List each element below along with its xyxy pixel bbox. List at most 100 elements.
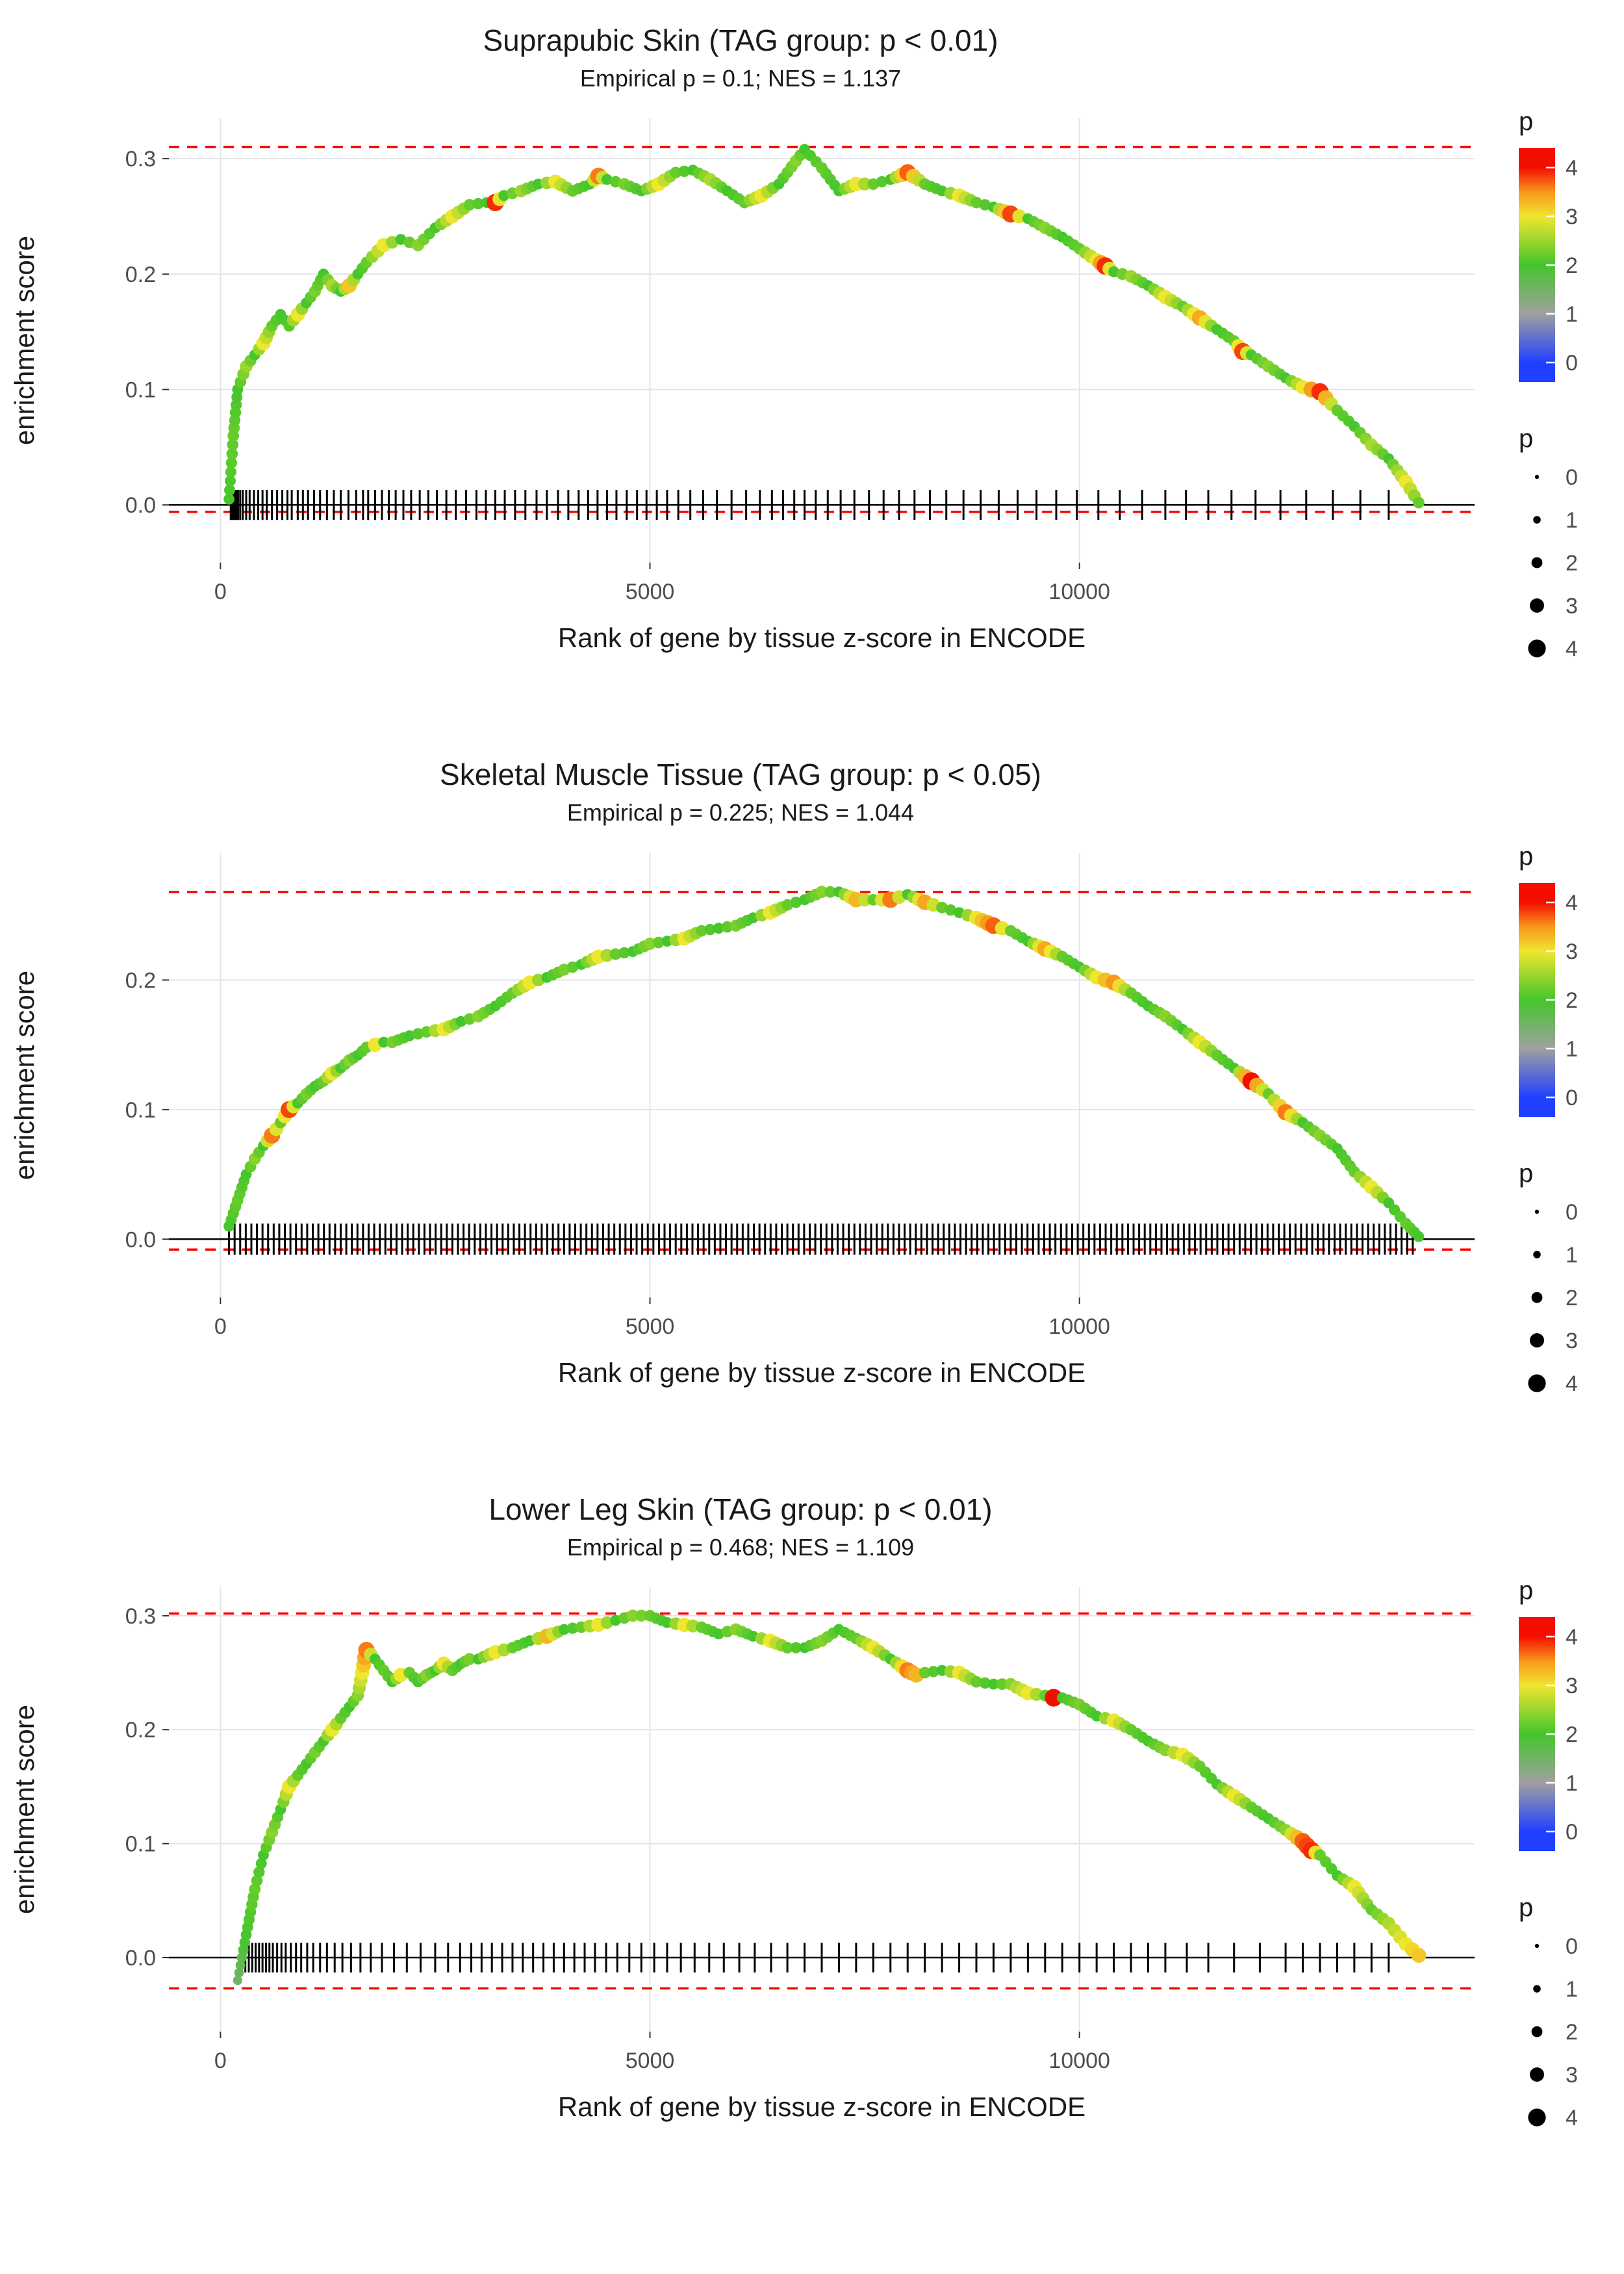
- size-legend-title: p: [1519, 424, 1533, 453]
- size-legend: p 0 1 2 3 4: [1519, 424, 1578, 661]
- enrichment-plot-lower-leg-skin: 0.0 0.1 0.2 0.3 0 5000 10000 Rank of gene by ti…: [0, 1564, 1624, 2181]
- svg-text:4: 4: [1566, 637, 1578, 661]
- color-legend: p 4 3 2 1 0: [1519, 107, 1578, 383]
- svg-text:0.1: 0.1: [125, 1832, 156, 1857]
- svg-text:4: 4: [1566, 1625, 1578, 1650]
- chart-canvas: 0.0 0.1 0.2 0 5000 10000 Rank of gene by tissu…: [9, 842, 1578, 1396]
- color-legend-title: p: [1519, 107, 1533, 136]
- svg-text:3: 3: [1566, 594, 1578, 619]
- chart-canvas: 0.0 0.1 0.2 0.3 0 5000 10000 Rank of gene by ti…: [9, 1576, 1578, 2130]
- svg-text:0: 0: [214, 580, 227, 604]
- gene-rug-ticks: [229, 490, 1390, 520]
- svg-text:0: 0: [1566, 1820, 1578, 1845]
- axes: 0.0 0.1 0.2 0.3 0 5000 10000 Rank of gene by ti…: [9, 1604, 1110, 2122]
- gene-rug-ticks: [240, 1943, 1390, 1973]
- svg-text:4: 4: [1566, 891, 1578, 915]
- gridlines: [169, 118, 1475, 563]
- svg-text:5000: 5000: [626, 580, 675, 604]
- color-legend-title: p: [1519, 842, 1533, 871]
- svg-text:10000: 10000: [1048, 2049, 1110, 2073]
- svg-text:0.2: 0.2: [125, 262, 156, 287]
- svg-text:0.3: 0.3: [125, 1604, 156, 1629]
- x-axis-title: Rank of gene by tissue z-score in ENCODE: [558, 622, 1085, 653]
- svg-text:2: 2: [1566, 253, 1578, 278]
- color-legend-title: p: [1519, 1576, 1533, 1605]
- svg-text:1: 1: [1566, 1771, 1578, 1796]
- chart-canvas: 0.0 0.1 0.2 0.3 0 5000 10000 Rank of gene by ti…: [9, 107, 1578, 661]
- svg-text:0: 0: [1566, 465, 1578, 490]
- chart-section-lower-leg-skin: Lower Leg Skin (TAG group: p < 0.01) Emp…: [0, 1492, 1624, 2181]
- svg-text:4: 4: [1566, 1372, 1578, 1396]
- svg-text:0.0: 0.0: [125, 494, 156, 518]
- x-axis-title: Rank of gene by tissue z-score in ENCODE: [558, 2091, 1085, 2122]
- svg-text:0: 0: [214, 2049, 227, 2073]
- svg-text:1: 1: [1566, 1243, 1578, 1268]
- y-axis-title: enrichment score: [9, 1705, 40, 1914]
- size-legend: p 0 1 2 3 4: [1519, 1159, 1578, 1396]
- svg-text:0: 0: [1566, 1934, 1578, 1959]
- color-legend: p 4 3 2 1 0: [1519, 842, 1578, 1117]
- enrichment-points: [233, 1609, 1427, 1986]
- svg-text:10000: 10000: [1048, 1314, 1110, 1339]
- svg-text:2: 2: [1566, 1722, 1578, 1747]
- svg-text:4: 4: [1566, 2106, 1578, 2130]
- y-axis-title: enrichment score: [9, 971, 40, 1180]
- svg-text:2: 2: [1566, 988, 1578, 1013]
- svg-text:0.0: 0.0: [125, 1227, 156, 1252]
- chart-title: Suprapubic Skin (TAG group: p < 0.01): [483, 23, 998, 57]
- svg-text:2: 2: [1566, 2020, 1578, 2045]
- enrichment-curve: [228, 148, 1420, 504]
- chart-subtitle: Empirical p = 0.225; NES = 1.044: [566, 799, 915, 826]
- svg-text:0.1: 0.1: [125, 1098, 156, 1123]
- chart-section-suprapubic-skin: Suprapubic Skin (TAG group: p < 0.01) Em…: [0, 23, 1624, 712]
- axes: 0.0 0.1 0.2 0.3 0 5000 10000 Rank of gene by ti…: [9, 147, 1110, 654]
- chart-title: Lower Leg Skin (TAG group: p < 0.01): [488, 1492, 993, 1526]
- enrichment-plot-suprapubic-skin: 0.0 0.1 0.2 0.3 0 5000 10000 Rank of gene by ti…: [0, 95, 1624, 712]
- svg-text:0.2: 0.2: [125, 968, 156, 993]
- reference-lines: [169, 891, 1475, 1251]
- enrichment-points: [223, 144, 1425, 509]
- axes: 0.0 0.1 0.2 0 5000 10000 Rank of gene by tissu…: [9, 968, 1110, 1388]
- svg-text:1: 1: [1566, 1037, 1578, 1062]
- chart-header: Lower Leg Skin (TAG group: p < 0.01) Emp…: [0, 1492, 1481, 1560]
- chart-title: Skeletal Muscle Tissue (TAG group: p < 0…: [440, 758, 1041, 792]
- svg-text:2: 2: [1566, 1286, 1578, 1310]
- svg-text:3: 3: [1566, 1329, 1578, 1353]
- svg-text:1: 1: [1566, 302, 1578, 327]
- svg-text:4: 4: [1566, 156, 1578, 181]
- svg-text:0.3: 0.3: [125, 147, 156, 172]
- svg-text:1: 1: [1566, 508, 1578, 533]
- svg-text:0: 0: [1566, 351, 1578, 376]
- y-axis-title: enrichment score: [9, 236, 40, 445]
- chart-section-skeletal-muscle: Skeletal Muscle Tissue (TAG group: p < 0…: [0, 758, 1624, 1446]
- svg-text:3: 3: [1566, 939, 1578, 964]
- svg-text:2: 2: [1566, 551, 1578, 576]
- svg-text:0.2: 0.2: [125, 1718, 156, 1743]
- size-legend-title: p: [1519, 1893, 1533, 1922]
- chart-subtitle: Empirical p = 0.468; NES = 1.109: [566, 1533, 915, 1561]
- svg-text:3: 3: [1566, 1674, 1578, 1698]
- svg-text:10000: 10000: [1048, 580, 1110, 604]
- enrichment-curve: [228, 891, 1420, 1238]
- color-legend: p 4 3 2 1 0: [1519, 1576, 1578, 1852]
- svg-text:3: 3: [1566, 205, 1578, 229]
- size-legend: p 0 1 2 3 4: [1519, 1893, 1578, 2130]
- svg-text:5000: 5000: [626, 1314, 675, 1339]
- svg-text:0.0: 0.0: [125, 1946, 156, 1971]
- enrichment-plot-skeletal-muscle: 0.0 0.1 0.2 0 5000 10000 Rank of gene by tissu…: [0, 830, 1624, 1447]
- chart-subtitle: Empirical p = 0.1; NES = 1.137: [579, 64, 902, 92]
- svg-text:5000: 5000: [626, 2049, 675, 2073]
- gene-rug-ticks: [228, 1223, 1414, 1255]
- enrichment-points: [223, 886, 1425, 1242]
- svg-text:0.1: 0.1: [125, 378, 156, 403]
- svg-text:0: 0: [1566, 1086, 1578, 1110]
- svg-text:0: 0: [1566, 1200, 1578, 1225]
- svg-text:1: 1: [1566, 1977, 1578, 2002]
- svg-text:0: 0: [214, 1314, 227, 1339]
- chart-header: Skeletal Muscle Tissue (TAG group: p < 0…: [0, 758, 1481, 825]
- chart-header: Suprapubic Skin (TAG group: p < 0.01) Em…: [0, 23, 1481, 91]
- x-axis-title: Rank of gene by tissue z-score in ENCODE: [558, 1357, 1085, 1388]
- reference-lines: [169, 146, 1475, 514]
- size-legend-title: p: [1519, 1159, 1533, 1188]
- svg-text:3: 3: [1566, 2063, 1578, 2088]
